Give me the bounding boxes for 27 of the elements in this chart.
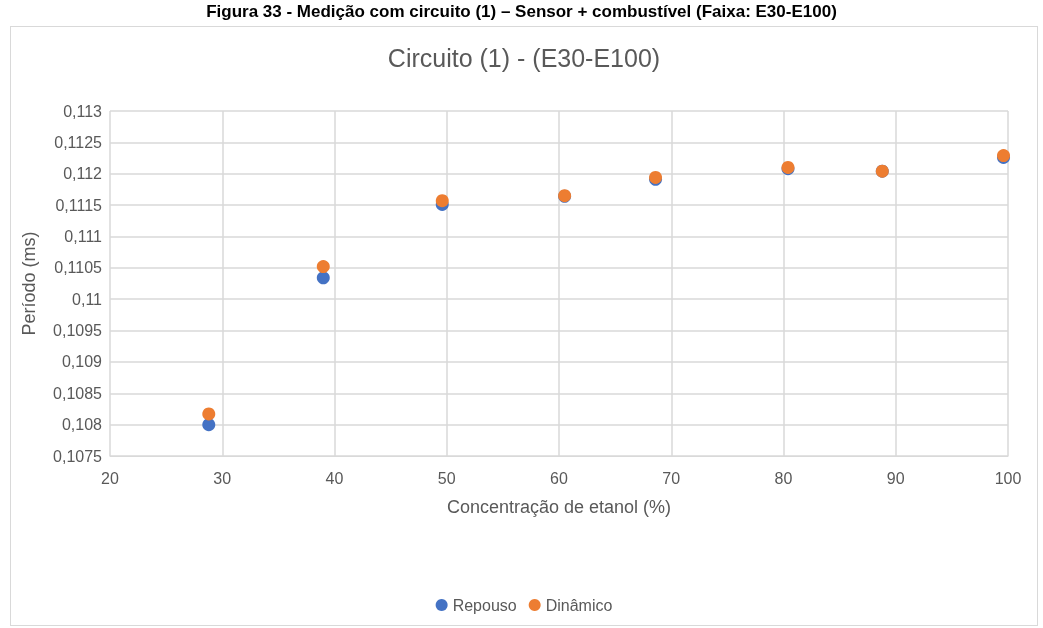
text: Figura 33 - Medição com circuito (1) – Sensor + combustível (Faixa: E30-E100) — [205, 2, 838, 22]
y-tick-label: 0,112 — [63, 165, 103, 183]
y-tick-label: 0,1095 — [53, 322, 103, 340]
x-tick-label: 60 — [550, 469, 568, 487]
y-tick-label: 0,1075 — [53, 447, 103, 465]
x-axis-title: Concentração de etanol (%) — [446, 497, 672, 517]
x-tick-label: 100 — [994, 469, 1022, 487]
y-tick-label: 0,1105 — [54, 259, 103, 277]
chart-title: Circuito (1) - (E30-E100) — [387, 43, 661, 72]
x-tick-label: 90 — [886, 469, 905, 487]
y-tick-label: 0,108 — [61, 416, 103, 434]
y-tick-label: 0,113 — [63, 102, 103, 120]
x-tick-label: 50 — [437, 469, 456, 487]
y-tick-label: 0,111 — [64, 227, 103, 245]
legend-label: Repouso — [452, 596, 517, 614]
y-tick-label: 0,109 — [61, 353, 103, 371]
x-tick-label: 40 — [325, 469, 344, 487]
legend-label: Dinâmico — [545, 596, 613, 614]
y-tick-label: 0,1125 — [54, 133, 103, 151]
x-tick-label: 30 — [213, 469, 232, 487]
y-axis-title: Período (ms) — [19, 231, 39, 336]
y-tick-label: 0,1085 — [53, 384, 103, 402]
y-tick-label: 0,11 — [72, 290, 103, 308]
x-tick-label: 70 — [662, 469, 681, 487]
y-tick-label: 0,1115 — [55, 196, 103, 214]
x-tick-label: 20 — [101, 469, 119, 487]
x-tick-label: 80 — [774, 469, 793, 487]
